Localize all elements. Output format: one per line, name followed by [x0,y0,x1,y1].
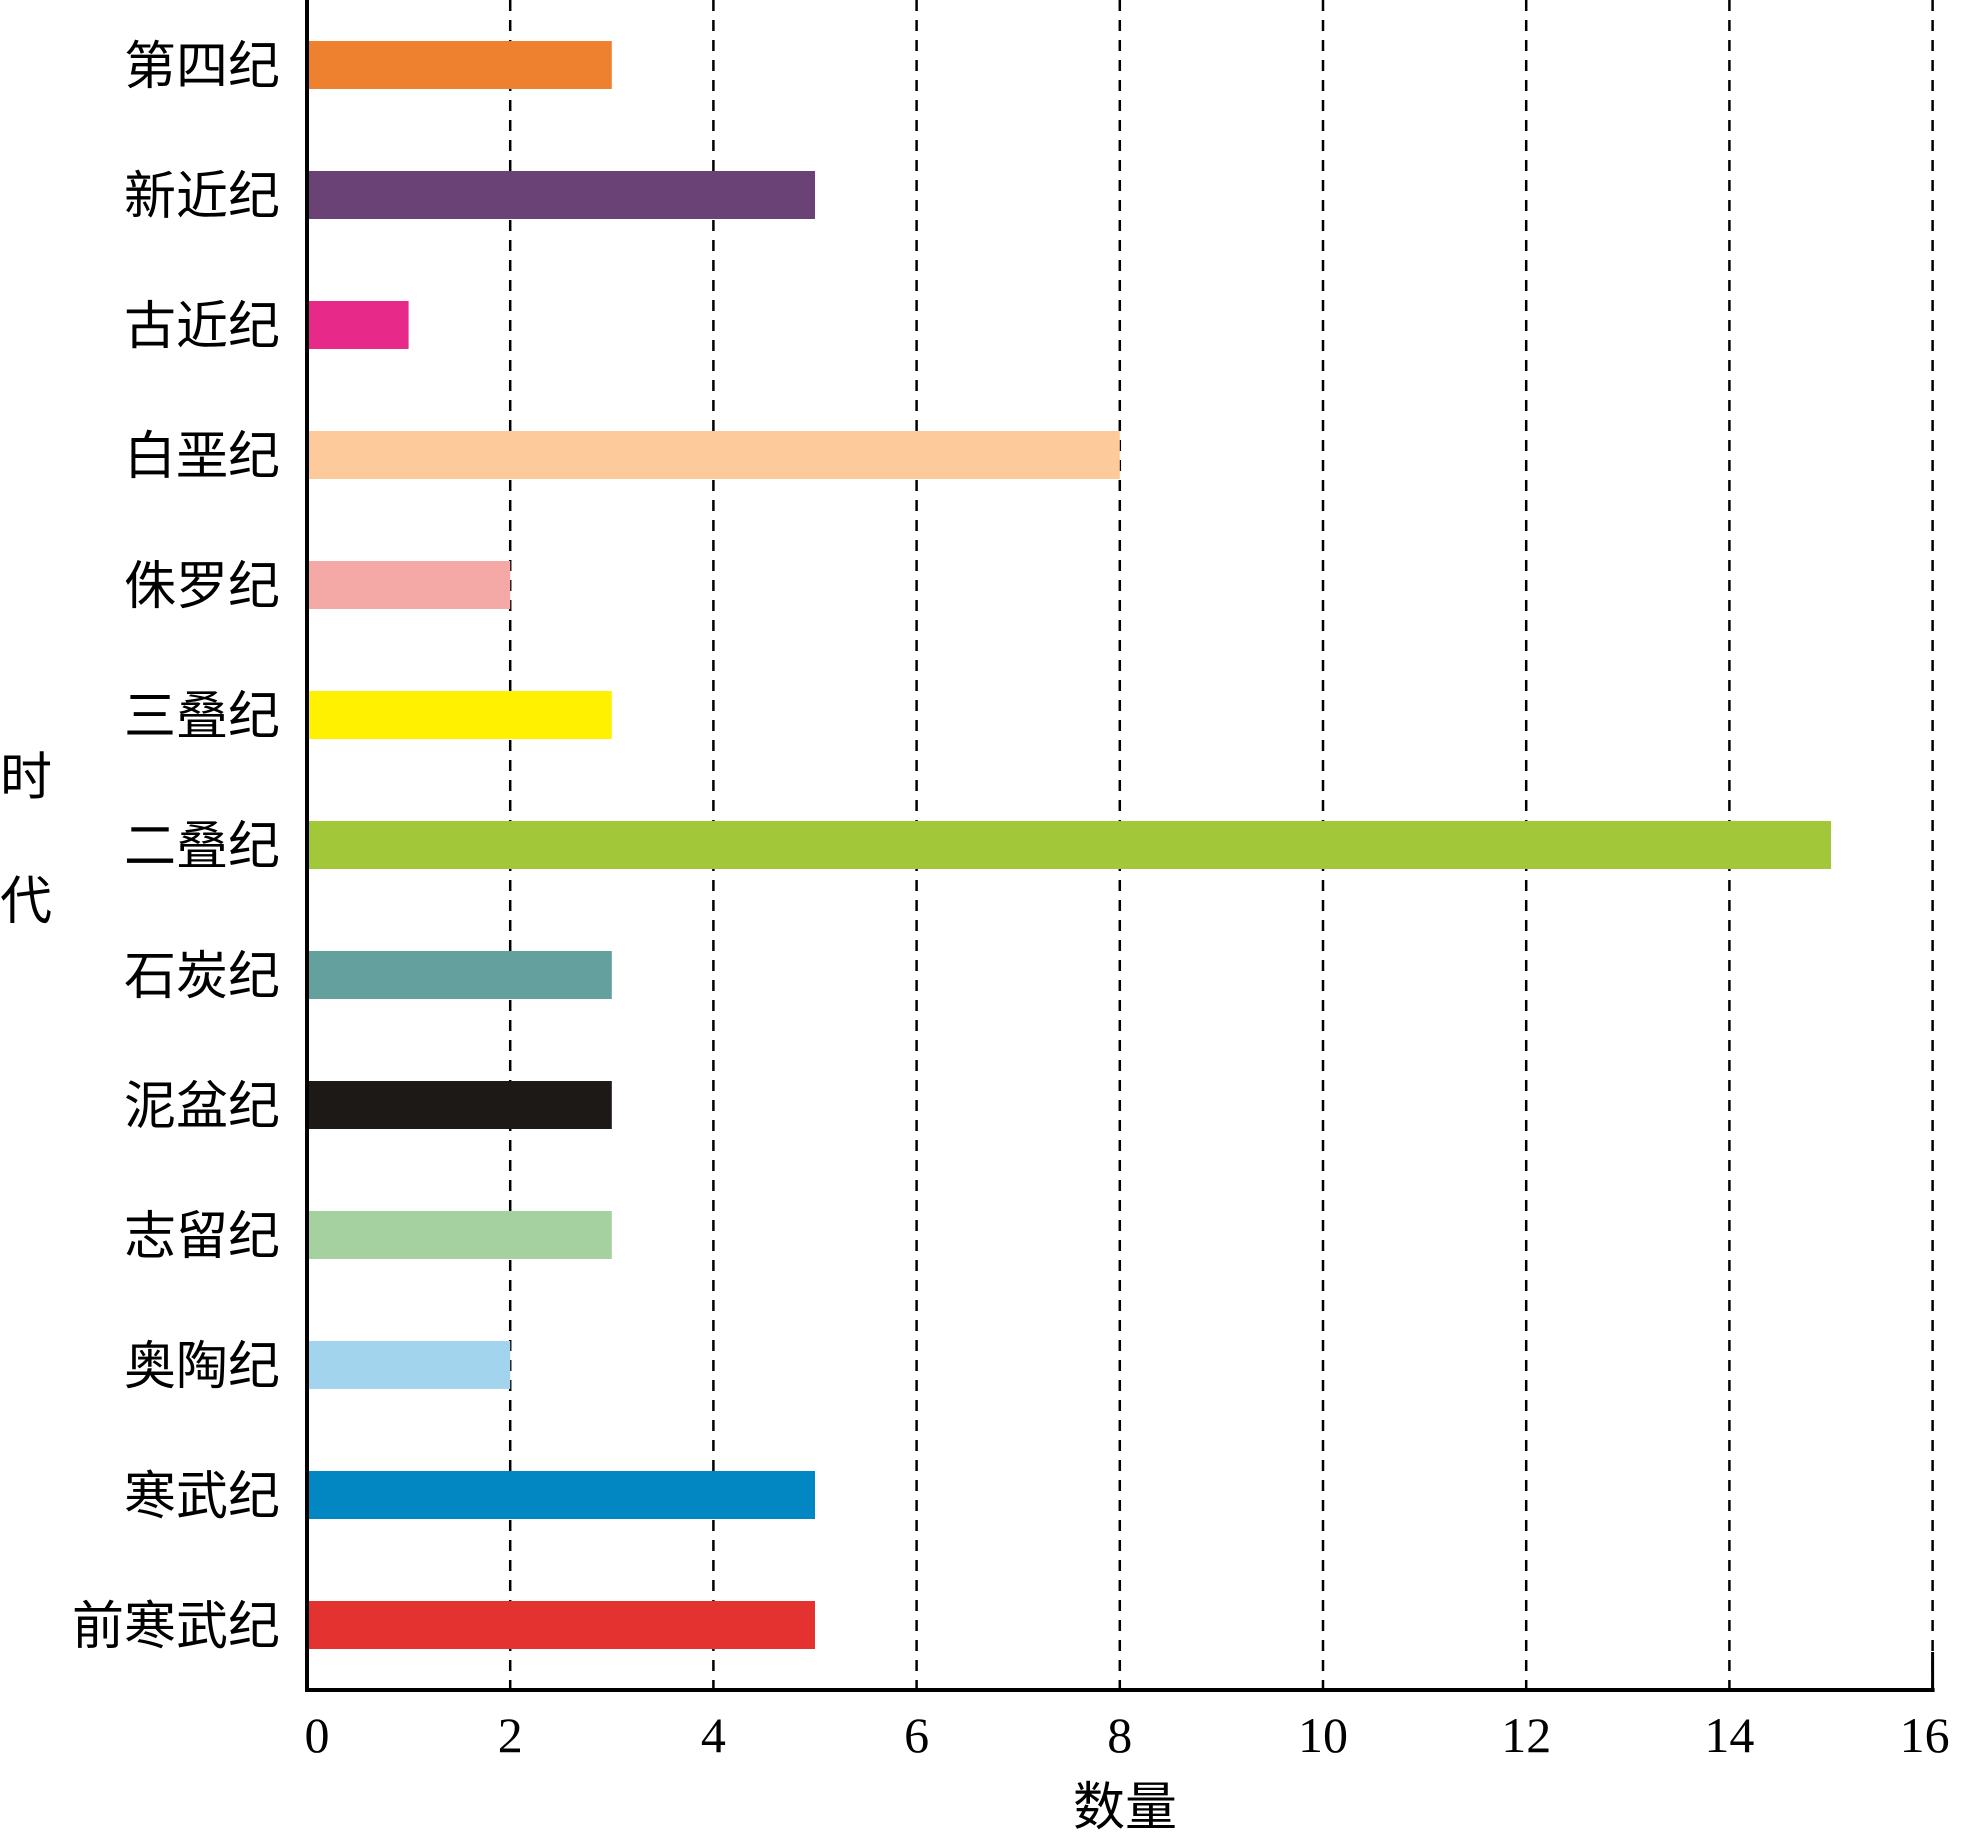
x-tick-labels: 0 2 4 6 8 10 12 14 16 [305,1707,1950,1763]
x-tick-label-6: 6 [904,1707,929,1763]
category-label-11: 奥陶纪 [124,1337,280,1397]
x-tick-label-16: 16 [1900,1707,1950,1763]
bar-13 [307,1601,815,1649]
y-axis-title: 时代 [0,748,52,932]
category-label-1: 第四纪 [124,37,280,97]
category-label-7: 二叠纪 [124,817,280,877]
bar-2 [307,171,815,219]
x-tick-label-2: 2 [498,1707,523,1763]
bar-6 [307,691,612,739]
bar-12 [307,1471,815,1519]
category-label-2: 新近纪 [124,167,280,227]
category-label-6: 三叠纪 [124,687,280,747]
category-label-4: 白垩纪 [124,427,280,487]
bar-8 [307,951,612,999]
category-label-8: 石炭纪 [124,947,280,1007]
bar-11 [307,1341,511,1389]
category-label-10: 志留纪 [124,1207,280,1267]
bars [307,41,1831,1649]
category-label-12: 寒武纪 [124,1467,280,1527]
bar-4 [307,431,1120,479]
x-axis-title: 数量 [1073,1778,1177,1832]
bar-3 [307,301,409,349]
x-tick-label-4: 4 [701,1707,726,1763]
x-tick-label-10: 10 [1298,1707,1348,1763]
category-label-9: 泥盆纪 [124,1077,280,1137]
bar-10 [307,1211,612,1259]
x-tick-label-0: 0 [305,1707,330,1763]
bar-1 [307,41,612,89]
x-tick-label-14: 14 [1704,1707,1754,1763]
axes [305,0,1935,1692]
bar-9 [307,1081,612,1129]
category-label-13: 前寒武纪 [72,1597,280,1657]
bar-5 [307,561,511,609]
category-label-3: 古近纪 [124,297,280,357]
x-tick-label-8: 8 [1107,1707,1132,1763]
category-label-5: 侏罗纪 [124,557,280,617]
x-tick-label-12: 12 [1501,1707,1551,1763]
bar-7 [307,821,1831,869]
